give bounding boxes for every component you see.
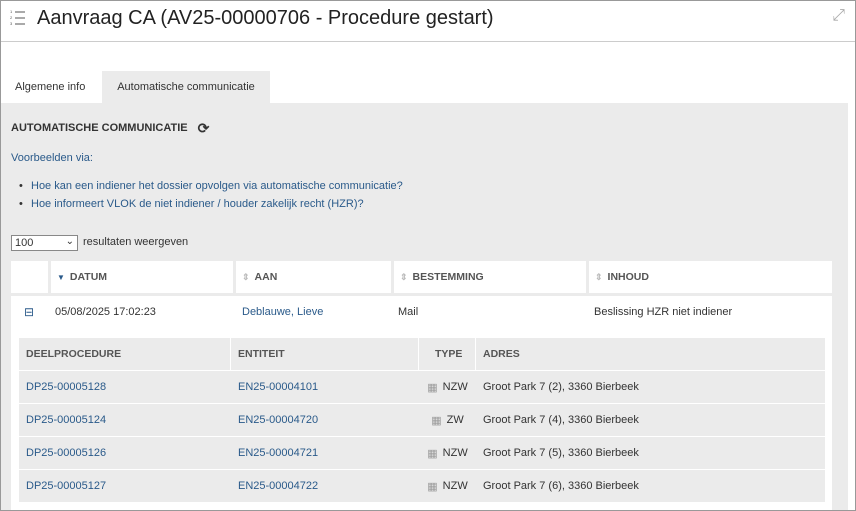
cell-type: ▦ NZW	[419, 470, 476, 502]
cell-type: ▦ NZW	[419, 371, 476, 403]
collapse-icon[interactable]: ⊟	[24, 305, 35, 319]
help-link[interactable]: Hoe informeert VLOK de niet indiener / h…	[19, 198, 364, 210]
page-title: Aanvraag CA (AV25-00000706 - Procedure g…	[37, 7, 494, 29]
column-label: INHOUD	[607, 271, 649, 283]
type-label: NZW	[442, 447, 468, 459]
cell-inhoud: Beslissing HZR niet indiener	[594, 306, 733, 318]
cell-deelprocedure[interactable]: DP25-00005126	[26, 447, 107, 459]
cell-deelprocedure[interactable]: DP25-00005124	[26, 414, 107, 426]
help-link[interactable]: Hoe kan een indiener het dossier opvolge…	[19, 180, 403, 192]
cell-datum: 05/08/2025 17:02:23	[55, 306, 156, 318]
cell-deelprocedure[interactable]: DP25-00005128	[26, 381, 107, 393]
cell-bestemming: Mail	[398, 306, 419, 318]
detail-row: DP25-00005128 EN25-00004101 ▦ NZW Groot P…	[19, 371, 825, 403]
numbered-list-icon: 123	[10, 9, 25, 26]
type-label: NZW	[442, 381, 468, 393]
detail-row: DP25-00005126 EN25-00004721 ▦ NZW Groot P…	[19, 437, 825, 469]
type-label: NZW	[442, 480, 468, 492]
column-header-deelprocedure: DEELPROCEDURE	[19, 338, 231, 370]
section-header: AUTOMATISCHE COMMUNICATIE ⟳	[11, 121, 209, 135]
building-icon: ▦	[427, 447, 438, 460]
page-size-select[interactable]: 100 ⌄	[11, 235, 78, 251]
column-header-inhoud[interactable]: ⇕ INHOUD	[589, 261, 832, 293]
refresh-icon[interactable]: ⟳	[197, 120, 210, 136]
cell-entiteit[interactable]: EN25-00004722	[238, 480, 319, 492]
column-label: BESTEMMING	[412, 271, 484, 283]
section-title: AUTOMATISCHE COMMUNICATIE	[11, 122, 188, 134]
cell-entiteit[interactable]: EN25-00004101	[238, 381, 319, 393]
column-label: AAN	[254, 271, 278, 283]
building-icon: ▦	[427, 480, 438, 493]
tab-content: AUTOMATISCHE COMMUNICATIE ⟳ Voorbeelden …	[1, 103, 848, 510]
column-header-type: TYPE	[419, 338, 476, 370]
expand-icon[interactable]: ⤢	[832, 7, 845, 24]
building-icon: ▦	[427, 381, 438, 394]
column-header-adres: ADRES	[483, 348, 520, 360]
tab-algemene-info[interactable]: Algemene info	[15, 81, 86, 93]
cell-type: ▦ ZW	[419, 404, 476, 436]
building-icon: ▦	[431, 414, 442, 427]
svg-text:1: 1	[10, 9, 13, 14]
cell-aan[interactable]: Deblauwe, Lieve	[242, 306, 324, 318]
cell-entiteit[interactable]: EN25-00004721	[238, 447, 319, 459]
cell-adres: Groot Park 7 (2), 3360 Bierbeek	[483, 381, 639, 393]
expander-header	[11, 261, 48, 293]
svg-text:3: 3	[10, 21, 13, 26]
detail-row: DP25-00005124 EN25-00004720 ▦ ZW Groot Pa…	[19, 404, 825, 436]
type-label: ZW	[446, 414, 464, 426]
sort-icon: ⇕	[400, 271, 408, 282]
cell-adres: Groot Park 7 (5), 3360 Bierbeek	[483, 447, 639, 459]
detail-row: DP25-00005127 EN25-00004722 ▦ NZW Groot P…	[19, 470, 825, 502]
page-size-value: 100	[15, 237, 34, 249]
chevron-down-icon: ⌄	[65, 236, 74, 247]
table-row[interactable]: ⊟ 05/08/2025 17:02:23 Deblauwe, Lieve Ma…	[11, 296, 832, 328]
cell-adres: Groot Park 7 (6), 3360 Bierbeek	[483, 480, 639, 492]
tab-automatische-communicatie[interactable]: Automatische communicatie	[102, 71, 270, 103]
detail-header-row: DEELPROCEDURE ENTITEIT TYPE ADRES	[19, 338, 825, 370]
sort-icon: ⇕	[242, 271, 250, 282]
sort-desc-icon: ▼	[57, 272, 65, 282]
column-header-bestemming[interactable]: ⇕ BESTEMMING	[394, 261, 586, 293]
svg-text:2: 2	[10, 15, 13, 20]
column-header-datum[interactable]: ▼ DATUM	[51, 261, 233, 293]
cell-deelprocedure[interactable]: DP25-00005127	[26, 480, 107, 492]
cell-type: ▦ NZW	[419, 437, 476, 469]
cell-entiteit[interactable]: EN25-00004720	[238, 414, 319, 426]
column-header-aan[interactable]: ⇕ AAN	[236, 261, 391, 293]
column-label: DATUM	[69, 271, 108, 283]
column-header-entiteit: ENTITEIT	[231, 338, 419, 370]
sort-icon: ⇕	[595, 271, 603, 282]
detail-panel: DEELPROCEDURE ENTITEIT TYPE ADRES DP25-0…	[11, 328, 832, 510]
cell-adres: Groot Park 7 (4), 3360 Bierbeek	[483, 414, 639, 426]
page-size-label: resultaten weergeven	[83, 236, 189, 248]
examples-label: Voorbeelden via:	[11, 152, 93, 164]
